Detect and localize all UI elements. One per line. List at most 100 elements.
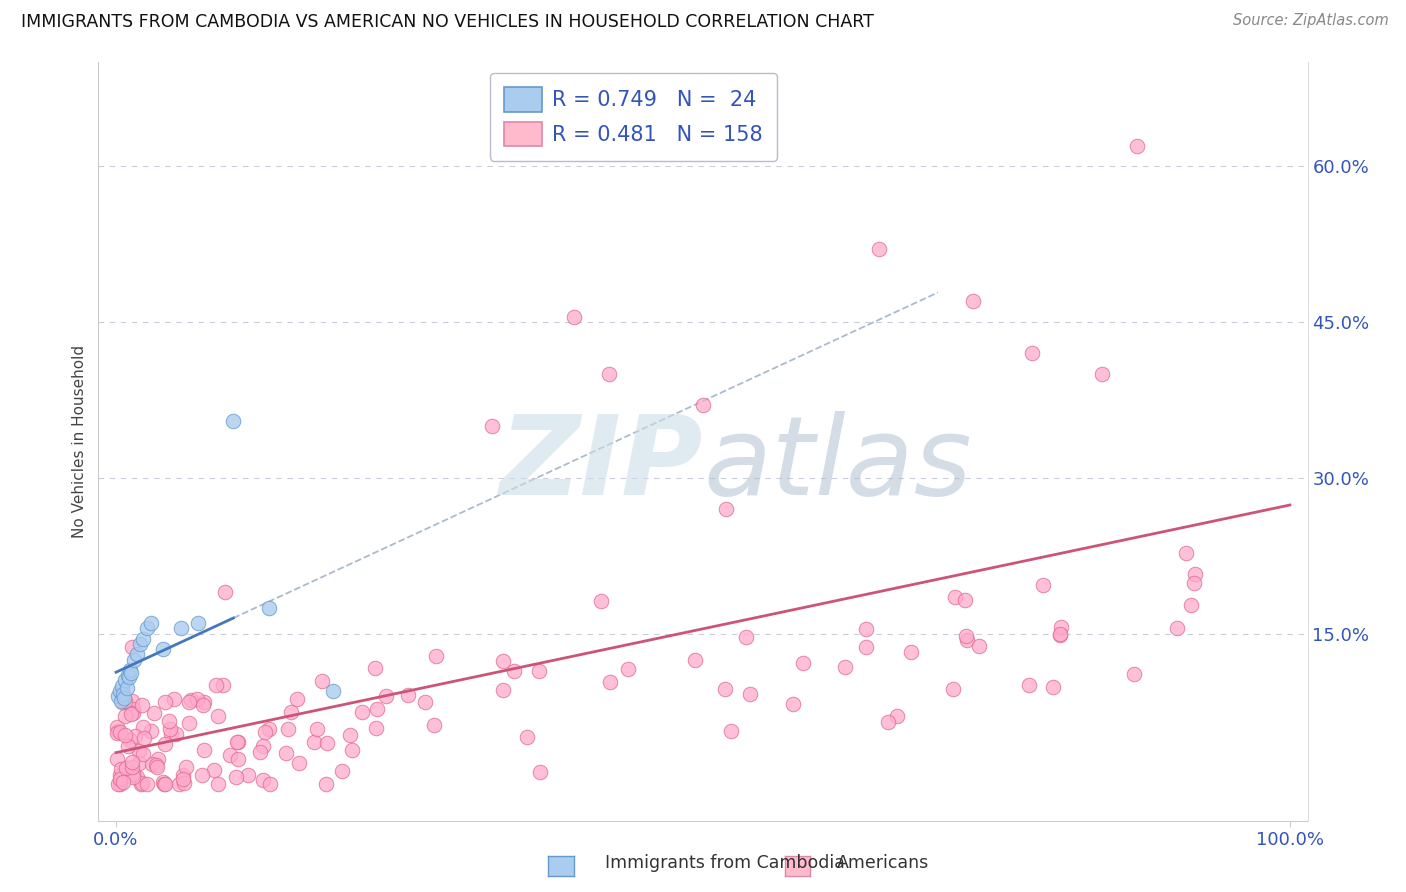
Point xyxy=(155,695,177,709)
Point xyxy=(1049,627,1071,641)
Point xyxy=(1180,598,1202,612)
Point xyxy=(374,689,396,703)
Point xyxy=(527,664,550,678)
Text: IMMIGRANTS FROM CAMBODIA VS AMERICAN NO VEHICLES IN HOUSEHOLD CORRELATION CHART: IMMIGRANTS FROM CAMBODIA VS AMERICAN NO … xyxy=(21,13,875,31)
Point xyxy=(114,728,136,742)
Point xyxy=(492,654,515,668)
Text: atlas: atlas xyxy=(703,411,972,517)
Point xyxy=(252,739,274,753)
Point xyxy=(122,767,145,781)
Point xyxy=(114,761,136,775)
Text: Immigrants from Cambodia: Immigrants from Cambodia xyxy=(605,855,845,872)
Point xyxy=(121,759,143,773)
Point xyxy=(953,593,976,607)
Point xyxy=(877,714,900,729)
Point xyxy=(617,662,640,676)
Point xyxy=(212,678,235,692)
Point xyxy=(855,622,877,636)
Point xyxy=(120,666,142,681)
Point xyxy=(114,708,136,723)
Point xyxy=(751,138,773,153)
Point xyxy=(114,694,136,708)
Point xyxy=(692,398,714,412)
Point xyxy=(942,681,965,696)
Point xyxy=(257,722,280,736)
Point xyxy=(152,642,174,657)
Point xyxy=(274,746,297,760)
Point xyxy=(202,763,225,777)
Point xyxy=(129,777,152,791)
Point xyxy=(115,681,138,695)
Point xyxy=(152,775,174,789)
Point xyxy=(366,702,388,716)
Point xyxy=(128,756,150,770)
Point xyxy=(413,695,436,709)
Point xyxy=(529,764,551,779)
Point xyxy=(589,594,612,608)
Point xyxy=(720,723,742,738)
Point xyxy=(886,709,908,723)
Point xyxy=(1018,678,1040,692)
Point xyxy=(165,727,187,741)
Point xyxy=(1126,138,1149,153)
Point xyxy=(141,757,163,772)
Point xyxy=(120,663,142,677)
Point xyxy=(105,752,128,766)
Point xyxy=(153,738,176,752)
Point xyxy=(259,777,281,791)
Point xyxy=(285,692,308,706)
Point xyxy=(339,728,361,742)
Point xyxy=(145,758,167,772)
Point xyxy=(141,616,163,631)
Point xyxy=(131,776,153,790)
Point xyxy=(288,756,311,770)
Point xyxy=(1049,628,1071,642)
Point xyxy=(153,777,176,791)
Point xyxy=(163,692,186,706)
Legend: R = 0.749   N =  24, R = 0.481   N = 158: R = 0.749 N = 24, R = 0.481 N = 158 xyxy=(489,73,778,161)
Point xyxy=(107,777,129,791)
Point xyxy=(122,701,145,715)
Point xyxy=(740,687,762,701)
Point xyxy=(277,723,299,737)
Point xyxy=(114,673,136,688)
Point xyxy=(598,367,620,381)
Point xyxy=(117,668,139,682)
Point xyxy=(117,739,139,753)
Point xyxy=(1021,346,1043,360)
Point xyxy=(186,692,208,706)
Point xyxy=(121,640,143,654)
Point xyxy=(782,697,804,711)
Point xyxy=(141,724,163,739)
Point xyxy=(191,698,214,712)
Point xyxy=(108,772,131,786)
Point xyxy=(110,725,132,739)
Point xyxy=(855,640,877,654)
Point xyxy=(322,683,344,698)
Point xyxy=(121,706,143,720)
Point xyxy=(962,294,984,309)
Text: Source: ZipAtlas.com: Source: ZipAtlas.com xyxy=(1233,13,1389,29)
Point xyxy=(127,648,149,662)
Point xyxy=(214,585,236,599)
Point xyxy=(1091,367,1114,381)
Point xyxy=(132,720,155,734)
Point xyxy=(110,762,132,776)
Point xyxy=(111,679,134,693)
Point xyxy=(562,310,585,324)
Point xyxy=(143,706,166,721)
Point xyxy=(132,731,155,745)
Point xyxy=(425,648,447,663)
Point xyxy=(792,657,814,671)
Point xyxy=(118,670,141,684)
Point xyxy=(1184,566,1206,581)
Point xyxy=(108,777,131,791)
Point xyxy=(131,747,153,762)
Point xyxy=(716,502,738,516)
Point xyxy=(253,724,276,739)
Point xyxy=(121,693,143,707)
Point xyxy=(967,639,990,653)
Point xyxy=(1166,622,1188,636)
Point xyxy=(249,745,271,759)
Point xyxy=(683,653,706,667)
